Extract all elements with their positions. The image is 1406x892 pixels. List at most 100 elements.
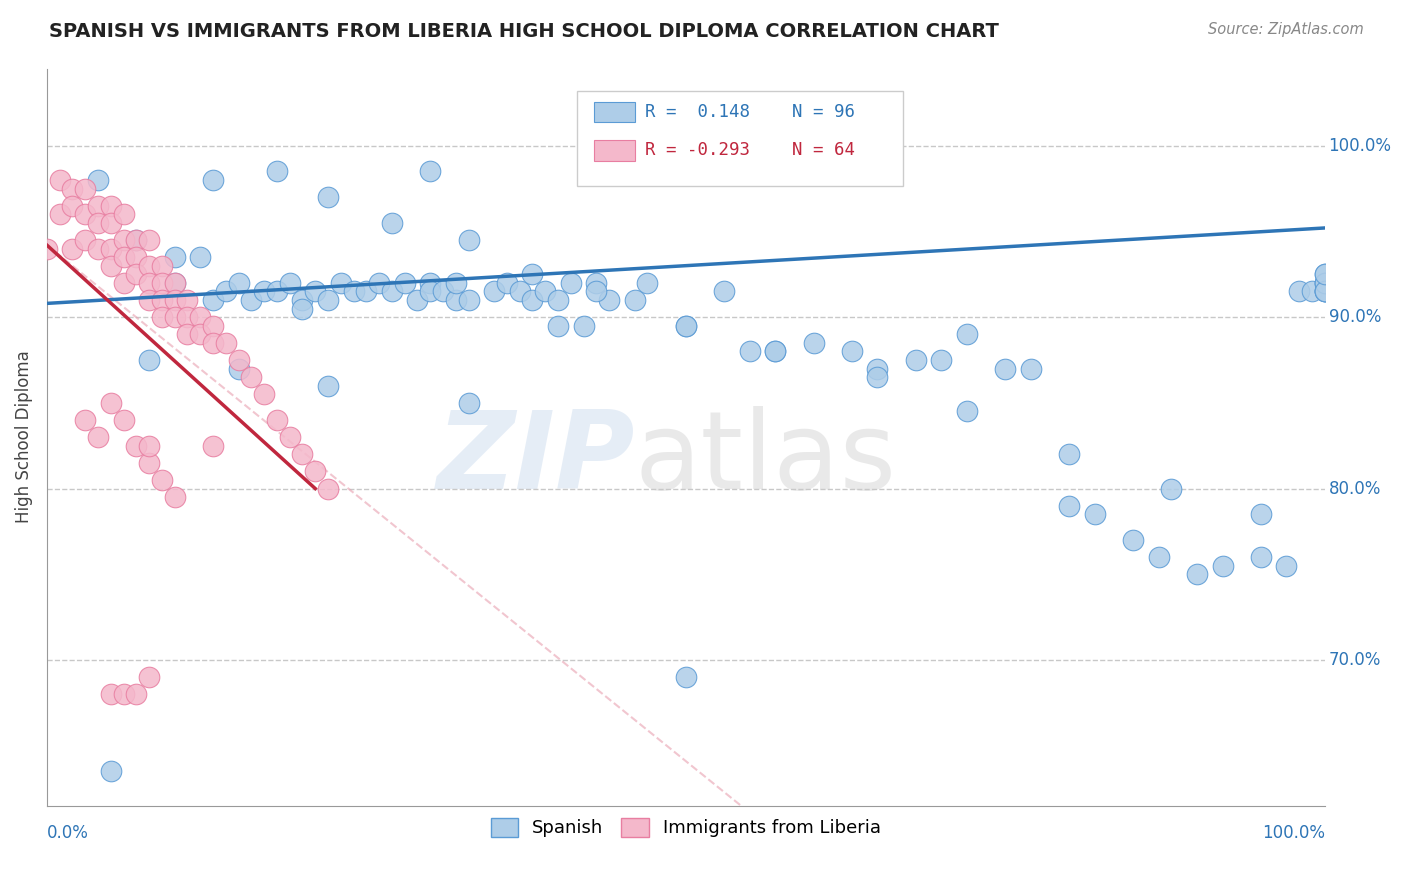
Point [266,285,288,299]
Point [1057,499,1080,513]
Text: atlas: atlas [634,406,897,512]
Point [522,267,544,281]
Point [100,242,122,256]
Point [75,233,97,247]
Point [560,276,582,290]
Point [329,276,352,290]
Point [841,138,863,153]
Point [138,276,160,290]
Point [201,335,224,350]
Point [316,378,339,392]
Text: ZIP: ZIP [436,406,634,512]
Point [803,335,825,350]
Point [356,285,378,299]
Point [457,233,479,247]
Point [253,285,276,299]
Point [163,250,186,264]
Point [201,173,224,187]
Point [368,276,391,290]
Point [1250,550,1272,565]
Point [278,430,301,444]
Point [637,276,659,290]
Point [138,456,160,470]
Point [87,430,110,444]
Point [381,285,404,299]
FancyBboxPatch shape [593,102,634,122]
Point [138,670,160,684]
Point [675,318,697,333]
Point [87,199,110,213]
Point [100,687,122,701]
Point [228,353,250,368]
Point [419,285,441,299]
Point [291,293,314,307]
Point [150,310,173,324]
Text: 100.0%: 100.0% [1329,136,1392,154]
Point [150,259,173,273]
Point [100,259,122,273]
Point [956,404,979,418]
Point [188,310,211,324]
Point [75,181,97,195]
Text: N = 64: N = 64 [792,141,855,160]
Point [112,276,135,290]
Point [522,293,544,307]
Point [150,473,173,487]
Point [904,353,927,368]
Point [457,396,479,410]
Point [738,344,761,359]
Point [138,353,160,368]
Point [419,164,441,178]
Point [763,344,786,359]
Point [585,276,607,290]
Point [240,293,263,307]
Point [125,267,148,281]
FancyBboxPatch shape [578,91,903,186]
Point [112,207,135,221]
Point [547,293,569,307]
Point [62,199,84,213]
Text: 80.0%: 80.0% [1329,480,1381,498]
Point [1313,276,1336,290]
Point [112,233,135,247]
Point [87,173,110,187]
Point [176,327,198,342]
Point [138,439,160,453]
Point [585,285,607,299]
Text: R =  0.148: R = 0.148 [645,103,749,121]
Point [1057,447,1080,461]
Point [100,199,122,213]
Point [228,361,250,376]
Text: R = -0.293: R = -0.293 [645,141,749,160]
Point [509,285,531,299]
Point [1313,285,1336,299]
Point [342,285,364,299]
Point [176,310,198,324]
Point [432,285,454,299]
Point [1313,267,1336,281]
Point [176,293,198,307]
Point [125,233,148,247]
Text: 90.0%: 90.0% [1329,308,1381,326]
Point [1313,276,1336,290]
Point [240,370,263,384]
Point [163,293,186,307]
FancyBboxPatch shape [593,140,634,161]
Point [406,293,429,307]
Point [637,138,659,153]
Point [763,344,786,359]
Text: 100.0%: 100.0% [1261,824,1324,842]
Point [304,285,326,299]
Point [713,285,735,299]
Point [100,396,122,410]
Point [125,233,148,247]
Point [163,490,186,504]
Text: N = 96: N = 96 [792,103,855,121]
Point [125,250,148,264]
Point [623,293,645,307]
Point [1250,508,1272,522]
Point [291,447,314,461]
Point [112,687,135,701]
Point [316,190,339,204]
Point [598,293,620,307]
